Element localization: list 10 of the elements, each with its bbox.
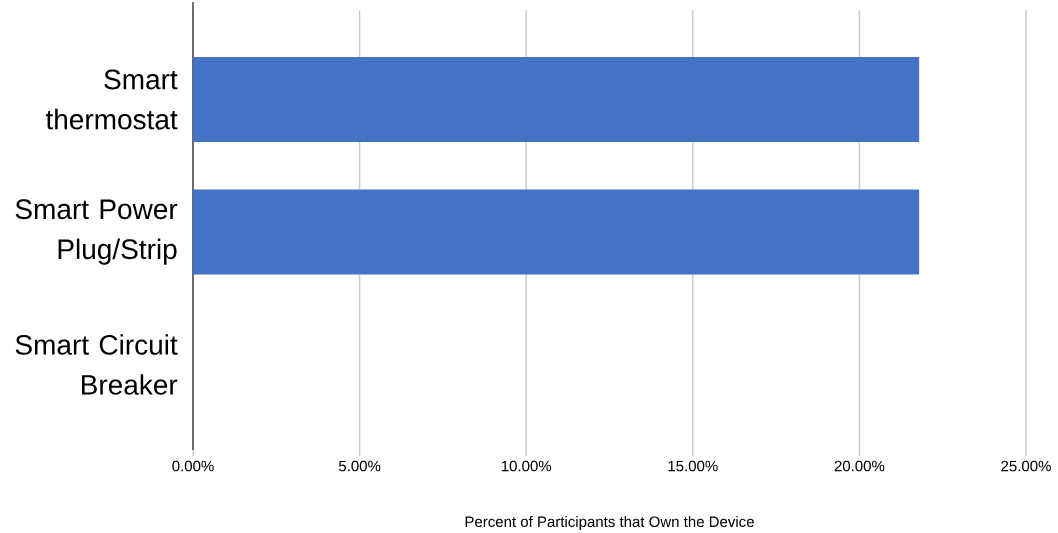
y-tick-label: Smart Power Plug/Strip (15, 199, 178, 265)
x-tick-label: 20.00% (834, 460, 885, 472)
x-tick-label: 5.00% (338, 460, 381, 472)
x-tick-label: 0.00% (172, 460, 214, 472)
x-axis-title: Percent of Participants that Own the Device (465, 516, 754, 530)
x-tick-label: 15.00% (668, 460, 718, 472)
x-tick-label: 10.00% (501, 460, 552, 472)
y-tick-label: Smart Circuit Breaker (15, 334, 178, 395)
x-tick-label: 25.00% (1001, 460, 1051, 472)
y-tick-label: Smart thermostat (45, 69, 178, 130)
